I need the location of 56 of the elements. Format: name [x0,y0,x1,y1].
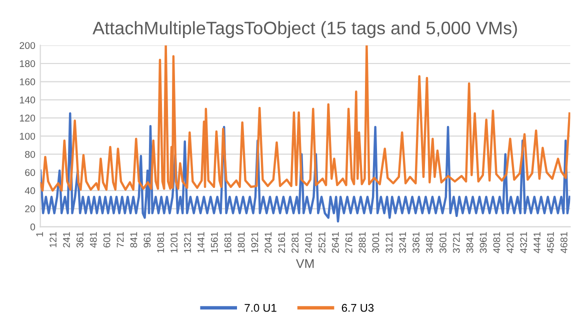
x-tick-label: 361 [76,232,84,248]
y-tick-label: 0 [30,224,36,230]
x-tick-label: 2161 [278,232,286,253]
x-tick-label: 1081 [157,232,164,253]
y-tick-label: 160 [20,78,36,86]
y-tick-label: 60 [25,169,36,176]
x-tick-label: 1801 [238,232,245,253]
line-series [40,112,570,222]
y-tick-label: 20 [25,205,36,212]
x-tick-label: 4081 [493,232,500,254]
x-tick-label: 3961 [480,232,487,253]
y-tick-label: 180 [20,60,36,68]
y-tick-label: 120 [20,114,36,122]
x-tick-label: 1201 [170,232,178,253]
x-tick-label: 3361 [412,232,420,253]
x-tick-label: 961 [144,232,151,248]
x-tick-label: 3841 [466,232,474,253]
x-tick-label: 4441 [534,232,540,254]
x-axis-title: VM [296,259,314,268]
x-tick-label: 2401 [305,232,312,253]
x-tick-label: 2521 [318,232,326,253]
x-tick-label: 3121 [386,232,393,253]
y-tick-label: 100 [20,132,36,140]
x-tick-label: 4321 [520,232,528,254]
x-tick-label: 1321 [184,232,191,253]
y-tick-label: 40 [24,187,36,194]
x-tick-label: 1921 [251,232,258,253]
x-tick-label: 1681 [224,232,232,253]
x-tick-label: 1 [36,232,43,236]
x-tick-label: 3001 [372,232,380,253]
y-tick-label: 200 [20,42,36,49]
x-tick-label: 721 [116,232,124,248]
x-tick-label: 241 [63,232,70,248]
x-tick-label: 2761 [345,232,352,253]
x-tick-label: 3241 [399,232,406,253]
y-tick-label: 140 [20,96,36,104]
legend-label: 7.0 U1 [244,304,276,312]
y-tick-label: 80 [25,150,36,158]
x-tick-label: 3481 [426,232,433,253]
x-tick-label: 1441 [198,232,204,253]
x-tick-label: 2641 [332,232,339,253]
x-tick-label: 4561 [547,232,554,254]
x-tick-label: 3721 [452,232,460,253]
x-tick-label: 3601 [439,232,446,253]
x-tick-label: 4681 [560,232,568,254]
chart-title: AttachMultipleTagsToObject (15 tags and 5,000 VMs) [92,21,517,38]
x-tick-label: 121 [50,232,56,248]
x-tick-label: 601 [103,232,110,248]
x-tick-label: 4201 [506,232,514,254]
legend-label: 6.7 U3 [342,304,374,312]
x-tick-label: 2881 [358,232,366,253]
x-tick-label: 2041 [264,232,272,253]
x-tick-label: 841 [130,232,138,248]
x-tick-label: 1561 [210,232,218,253]
x-tick-label: 481 [90,232,97,248]
x-tick-label: 2281 [292,232,298,253]
